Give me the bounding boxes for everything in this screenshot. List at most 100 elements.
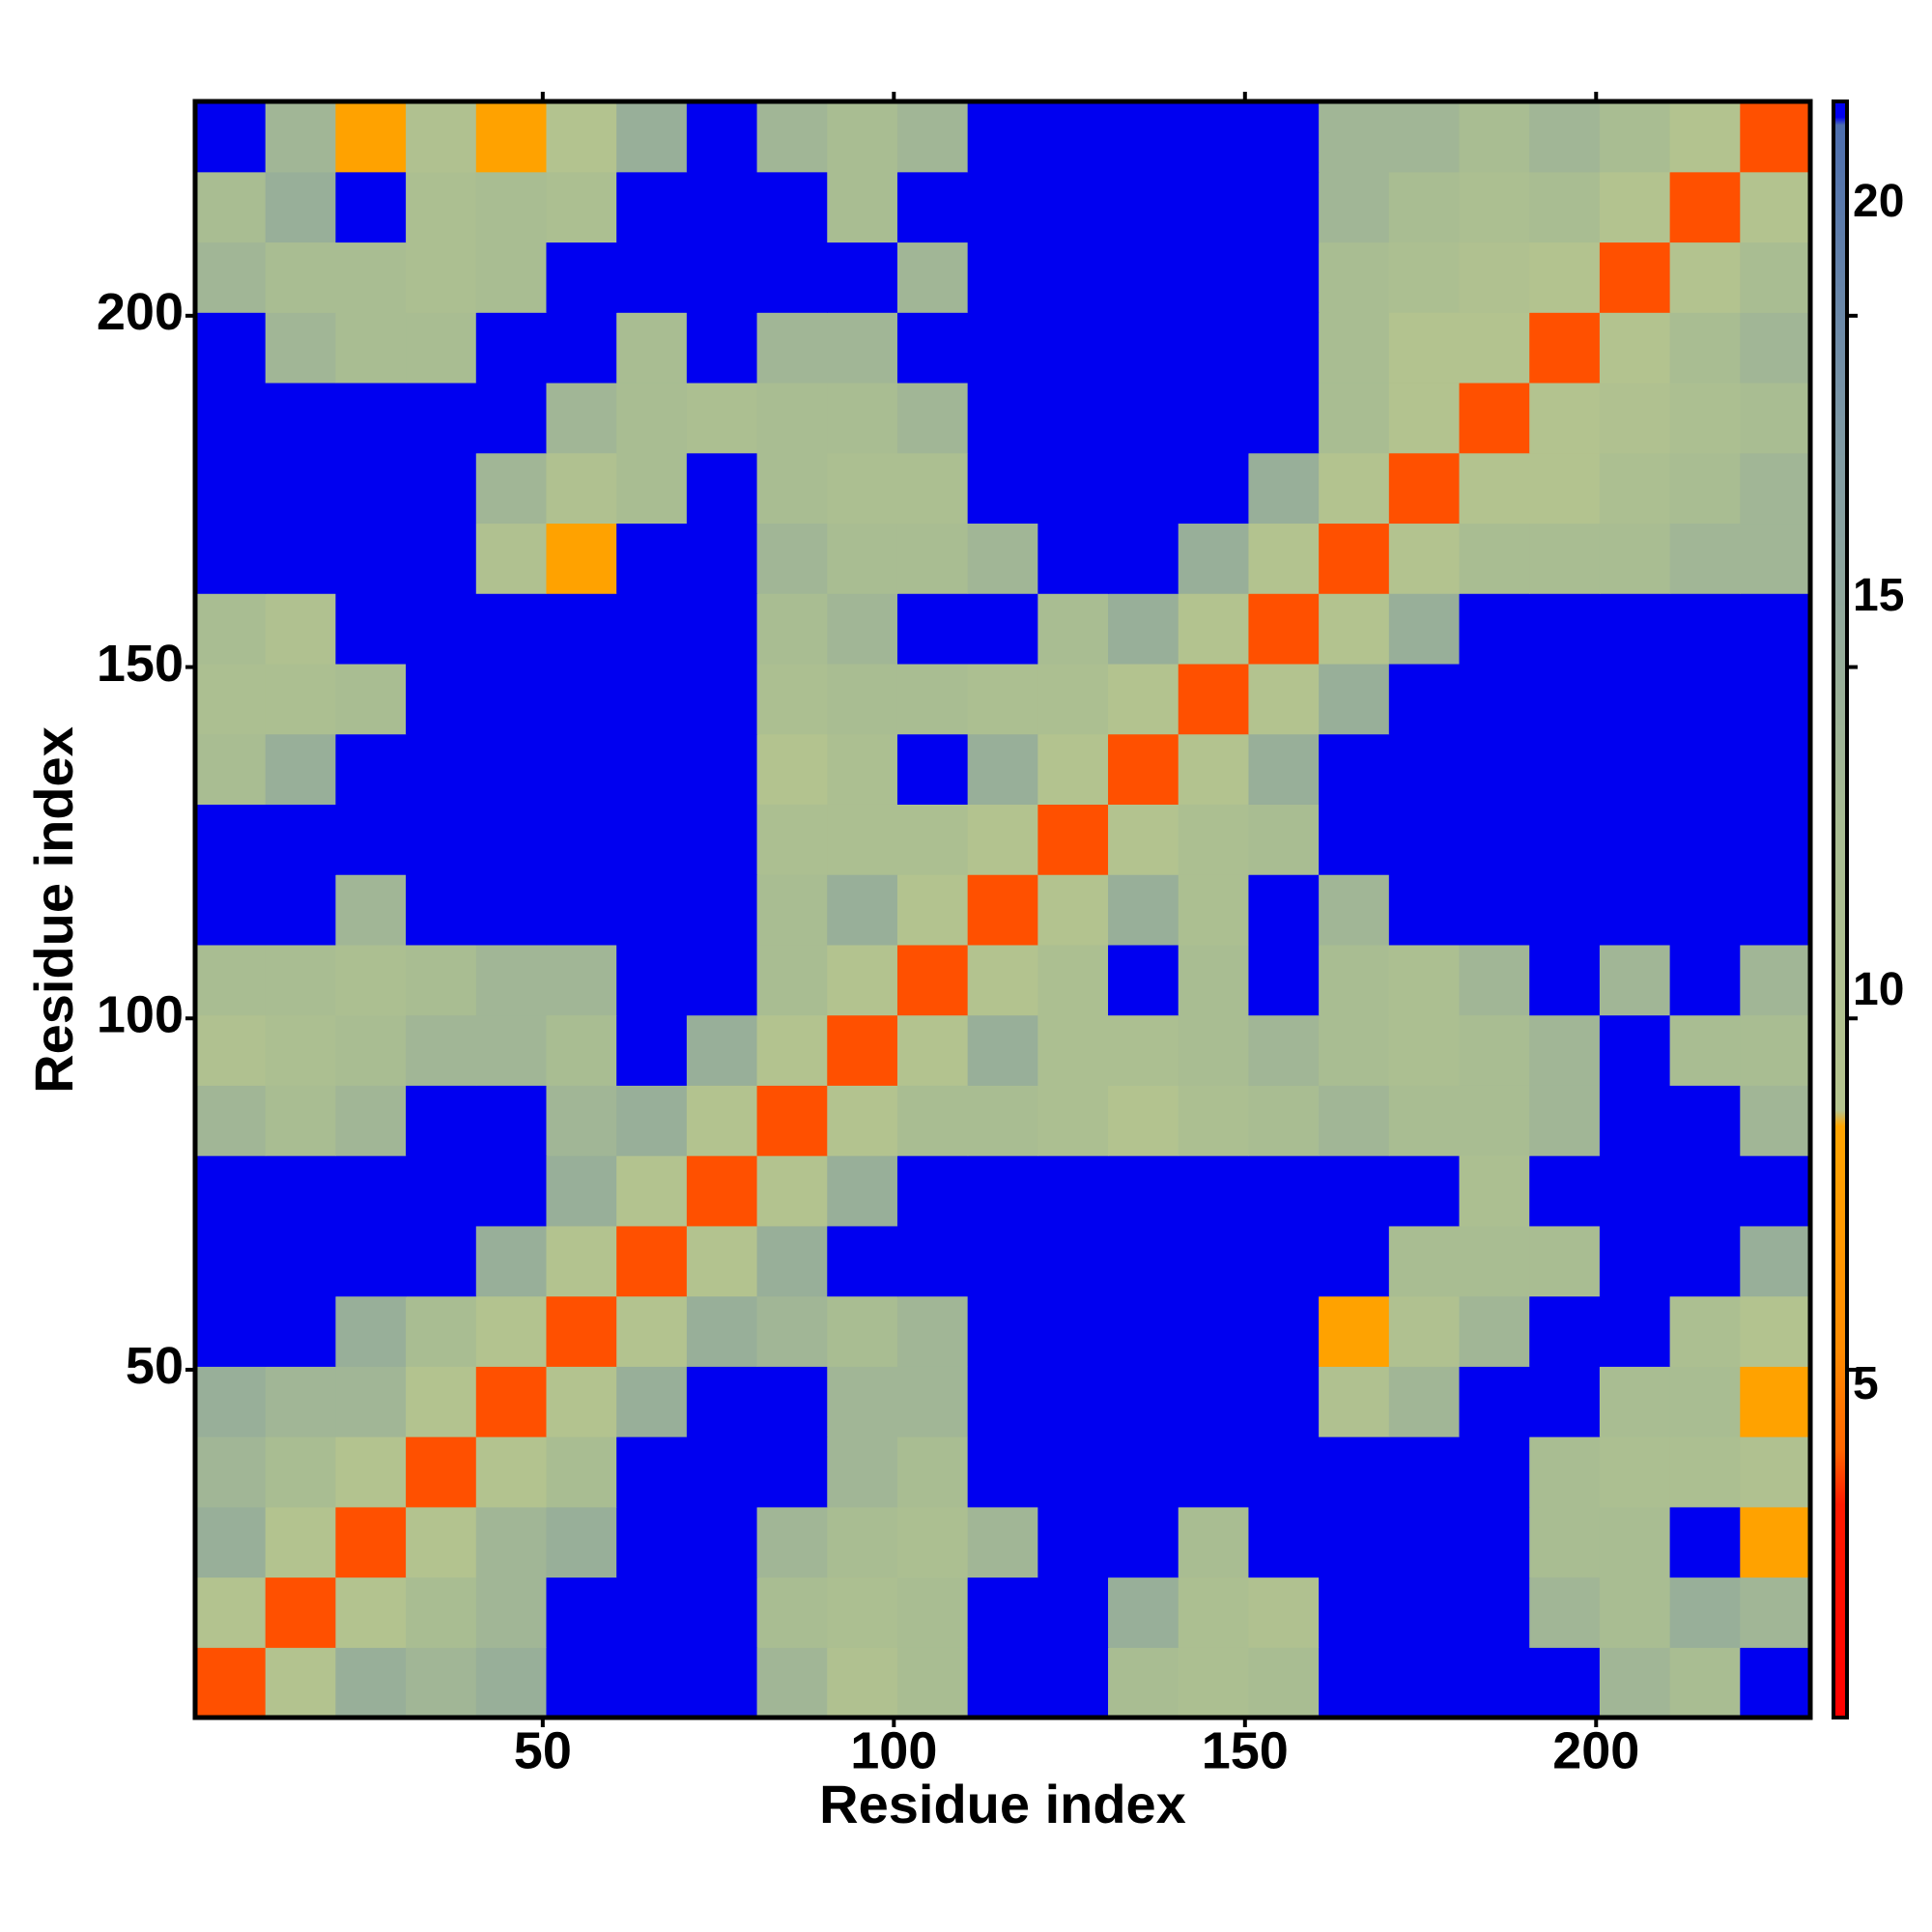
heatmap-cell: [475, 1155, 548, 1227]
heatmap-cell: [756, 312, 828, 384]
heatmap-cell: [1669, 1436, 1741, 1508]
heatmap-cell: [1037, 1014, 1109, 1086]
heatmap-cell: [1108, 874, 1179, 946]
heatmap-cell: [1388, 1366, 1461, 1437]
heatmap-cell: [195, 733, 267, 805]
heatmap-cell: [1599, 593, 1671, 665]
heatmap-cell: [195, 1436, 267, 1508]
heatmap-cell: [756, 1506, 828, 1578]
heatmap-cell: [1388, 874, 1461, 946]
heatmap-cell: [546, 804, 617, 875]
heatmap-cell: [1037, 1366, 1109, 1437]
heatmap-cell: [335, 874, 407, 946]
heatmap-cell: [1248, 1436, 1320, 1508]
heatmap-cell: [1388, 242, 1461, 313]
heatmap-cell: [265, 523, 336, 594]
heatmap-cell: [406, 804, 477, 875]
heatmap-cell: [1319, 593, 1390, 665]
heatmap-cell: [546, 1295, 617, 1367]
heatmap-cell: [1319, 1506, 1390, 1578]
heatmap-cell: [896, 733, 969, 805]
heatmap-cell: [686, 1295, 758, 1367]
heatmap-cell: [265, 593, 336, 665]
heatmap-cell: [1599, 804, 1671, 875]
heatmap-cell: [1319, 101, 1390, 173]
heatmap-cell: [967, 593, 1038, 665]
heatmap-cell: [1248, 1155, 1320, 1227]
heatmap-cell: [335, 101, 407, 173]
heatmap-cell: [1108, 101, 1179, 173]
heatmap-cell: [1669, 1225, 1741, 1297]
heatmap-cell: [1037, 242, 1109, 313]
heatmap-cell: [1108, 312, 1179, 384]
heatmap-cell: [1178, 733, 1250, 805]
heatmap-cell: [475, 804, 548, 875]
heatmap-cell: [1178, 593, 1250, 665]
heatmap-cell: [967, 1436, 1038, 1508]
heatmap-cell: [1037, 101, 1109, 173]
heatmap-cell: [1388, 1436, 1461, 1508]
heatmap-cell: [1669, 733, 1741, 805]
heatmap-cell: [1740, 242, 1811, 313]
heatmap-cell: [195, 382, 267, 454]
heatmap-cell: [265, 1366, 336, 1437]
heatmap-cell: [1599, 242, 1671, 313]
heatmap-cell: [1740, 452, 1811, 525]
heatmap-cell: [1178, 663, 1250, 735]
heatmap-cell: [616, 1577, 688, 1648]
heatmap-cell: [546, 593, 617, 665]
colorbar-tick-label: 5: [1853, 1358, 1879, 1409]
heatmap-cell: [1178, 312, 1250, 384]
heatmap-cell: [335, 663, 407, 735]
heatmap-cell: [406, 944, 477, 1016]
heatmap-cell: [1178, 101, 1250, 173]
heatmap-cell: [195, 171, 267, 243]
heatmap-cell: [756, 1014, 828, 1086]
heatmap-cell: [1248, 944, 1320, 1016]
heatmap-cell: [967, 663, 1038, 735]
heatmap-cell: [406, 171, 477, 243]
heatmap-cell: [1740, 171, 1811, 243]
heatmap-cell: [1669, 1014, 1741, 1086]
heatmap-cell: [1459, 804, 1530, 875]
heatmap-cell: [827, 804, 898, 875]
heatmap-cell: [335, 452, 407, 525]
heatmap-cell: [827, 452, 898, 525]
heatmap-cell: [1248, 663, 1320, 735]
heatmap-cell: [335, 1014, 407, 1086]
heatmap-cell: [195, 1014, 267, 1086]
heatmap-cell: [1459, 382, 1530, 454]
heatmap-cell: [616, 523, 688, 594]
colorbar: [1832, 99, 1849, 1719]
heatmap-cell: [475, 1647, 548, 1719]
heatmap-cell: [335, 733, 407, 805]
heatmap-cell: [1319, 944, 1390, 1016]
heatmap-cell: [475, 1295, 548, 1367]
heatmap-cell: [827, 1295, 898, 1367]
heatmap-cell: [616, 1506, 688, 1578]
heatmap-cell: [686, 874, 758, 946]
heatmap-cell: [475, 663, 548, 735]
heatmap-cell: [1108, 1577, 1179, 1648]
heatmap-cell: [265, 242, 336, 313]
heatmap-cell: [265, 1436, 336, 1508]
heatmap-cell: [1037, 1506, 1109, 1578]
heatmap-cell: [616, 171, 688, 243]
heatmap-cell: [967, 1085, 1038, 1156]
heatmap-cell: [1529, 1295, 1601, 1367]
heatmap-cell: [1248, 874, 1320, 946]
heatmap-cell: [195, 1295, 267, 1367]
heatmap-cell: [195, 1225, 267, 1297]
heatmap-cell: [1599, 1366, 1671, 1437]
heatmap-cell: [1669, 312, 1741, 384]
heatmap-cell: [1529, 593, 1601, 665]
heatmap-cell: [1178, 523, 1250, 594]
heatmap-cell: [616, 1155, 688, 1227]
heatmap-cell: [1319, 1366, 1390, 1437]
heatmap-cell: [1459, 452, 1530, 525]
heatmap-cell: [406, 1295, 477, 1367]
heatmap-cell: [1529, 452, 1601, 525]
x-tick-label: 150: [1202, 1721, 1289, 1779]
heatmap-cell: [1037, 874, 1109, 946]
heatmap-cell: [195, 1155, 267, 1227]
